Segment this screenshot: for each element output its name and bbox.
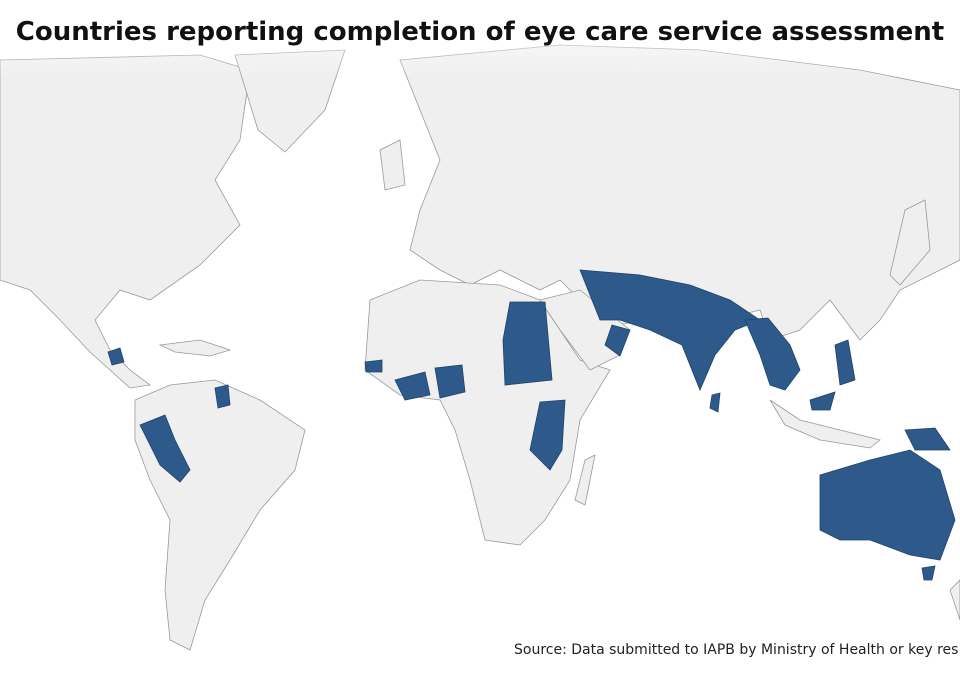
north-america — [0, 54, 251, 389]
title-fade — [0, 0, 960, 80]
peru — [139, 414, 191, 483]
guatemala — [107, 347, 125, 366]
tasmania — [921, 565, 936, 581]
papua-new-guinea — [904, 427, 951, 451]
source-note: Source: Data submitted to IAPB by Minist… — [514, 642, 958, 658]
south-asia — [579, 269, 761, 392]
new-zealand — [949, 579, 960, 621]
sri-lanka — [709, 392, 721, 413]
reporting-countries — [107, 269, 956, 581]
oman — [604, 324, 631, 357]
guyana — [214, 384, 231, 409]
nigeria — [434, 364, 466, 399]
caribbean — [158, 339, 232, 357]
madagascar — [574, 454, 596, 506]
east-africa — [529, 399, 566, 471]
malaysia — [809, 391, 836, 411]
australia — [819, 449, 956, 561]
west-africa — [394, 371, 431, 401]
map-title: Countries reporting completion of eye ca… — [16, 17, 944, 47]
southeast-asia — [744, 317, 801, 391]
japan — [889, 199, 931, 286]
philippines — [834, 339, 856, 386]
egypt-sudan — [502, 301, 553, 386]
senegal — [364, 359, 383, 373]
land — [0, 44, 960, 651]
indonesia — [769, 399, 881, 449]
uk — [379, 139, 406, 191]
